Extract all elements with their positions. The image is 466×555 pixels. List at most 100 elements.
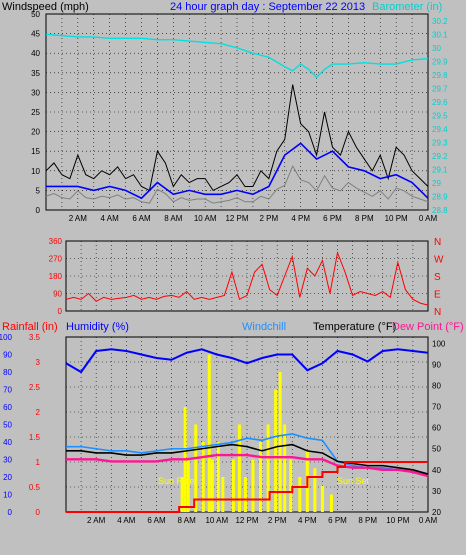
- temperature-y-tick-label: 30: [432, 487, 441, 496]
- temperature-y-tick-label: 70: [432, 403, 441, 412]
- wind-y-tick-label: 20: [31, 128, 40, 137]
- barometer-y-tick-label: 30: [432, 44, 441, 53]
- temperature-y-tick-label: 50: [432, 445, 441, 454]
- temperature-y-tick-label: 20: [432, 508, 441, 517]
- barometer-y-tick-label: 29: [432, 179, 441, 188]
- dewpoint-label: Dew Point (°F): [392, 321, 464, 333]
- solar-bar: [221, 477, 225, 512]
- barometer-y-tick-label: 29.2: [432, 152, 448, 161]
- barometer-y-tick-label: 29.4: [432, 125, 448, 134]
- direction-y-tick-label: 90: [53, 290, 62, 299]
- time-tick-label: 8 PM: [355, 214, 374, 223]
- time-tick-label: 10 AM: [194, 214, 217, 223]
- wind-y-tick-label: 45: [31, 30, 40, 39]
- time-tick-label: 10 AM: [205, 516, 228, 525]
- barometer-y-tick-label: 29.1: [432, 165, 448, 174]
- solar-bar: [194, 424, 198, 512]
- time-tick-label: 4 AM: [117, 516, 136, 525]
- compass-label: N: [434, 237, 441, 248]
- humidity-y-tick-label: 60: [3, 403, 12, 412]
- direction-line: [65, 250, 429, 306]
- barometer-y-axis: 28.8 28.9 29 29.1 29.2 29.3 29.4 29.5 29.6 29.7 29…: [432, 17, 448, 215]
- humidity-y-tick-label: 30: [3, 456, 12, 465]
- solar-bar: [274, 389, 278, 512]
- barometer-y-tick-label: 28.9: [432, 192, 448, 201]
- barometer-y-tick-label: 29.3: [432, 138, 448, 147]
- solar-bar: [216, 442, 220, 512]
- rainfall-y-axis: 0 0.5 1 1.5 2 2.5 3 3.5: [29, 333, 41, 517]
- rainfall-y-tick-label: 3: [36, 358, 41, 367]
- humidity-label: Humidity (%): [66, 321, 129, 333]
- rainfall-y-tick-label: 0.5: [29, 483, 41, 492]
- solar-bar: [237, 424, 241, 512]
- humidity-y-tick-label: 10: [3, 491, 12, 500]
- barometer-y-tick-label: 28.8: [432, 206, 448, 215]
- time-tick-label: 0 AM: [419, 516, 438, 525]
- time-tick-label: 10 PM: [386, 516, 409, 525]
- time-tick-label: 12 PM: [235, 516, 258, 525]
- wind-average-line: [46, 142, 429, 200]
- solar-bar: [180, 477, 184, 512]
- barometer-y-tick-label: 30.1: [432, 30, 448, 39]
- solar-bar: [313, 468, 317, 512]
- time-tick-label: 6 AM: [147, 516, 166, 525]
- wind-y-tick-label: 15: [31, 147, 40, 156]
- compass-label: E: [434, 290, 441, 301]
- windchill-label: Windchill: [242, 321, 286, 333]
- humidity-y-tick-label: 50: [3, 421, 12, 430]
- rainfall-y-tick-label: 1.5: [29, 433, 41, 442]
- climate-panel: [65, 336, 429, 513]
- solar-bar: [298, 477, 302, 512]
- graph-title: 24 hour graph day : September 22 2013: [170, 1, 365, 13]
- solar-bar: [201, 442, 205, 512]
- wind-y-tick-label: 40: [31, 49, 40, 58]
- rainfall-label: Rainfall (in): [2, 321, 58, 333]
- solar-bar: [278, 372, 282, 512]
- humidity-y-tick-label: 20: [3, 473, 12, 482]
- rainfall-y-tick-label: 0: [36, 508, 41, 517]
- sunrise-annotation: Sun Rise: [158, 476, 195, 486]
- time-tick-label: 2 PM: [259, 214, 278, 223]
- rainfall-line: [66, 461, 428, 513]
- wind-y-tick-label: 0: [36, 206, 41, 215]
- temperature-y-tick-label: 100: [432, 339, 446, 348]
- time-tick-label: 6 PM: [328, 516, 347, 525]
- solar-bar: [266, 424, 270, 512]
- wind-low-line: [45, 164, 429, 204]
- wind-y-tick-label: 5: [36, 186, 41, 195]
- direction-y-tick-label: 0: [58, 307, 63, 316]
- time-tick-label: 2 AM: [69, 214, 88, 223]
- barometer-y-tick-label: 29.5: [432, 111, 448, 120]
- temperature-y-tick-label: 90: [432, 360, 441, 369]
- direction-y-axis: 0 90 180 270 360: [49, 237, 63, 316]
- wind-y-axis: 0 5 10 15 20 25 30 35 40 45 50: [31, 10, 40, 215]
- rainfall-y-tick-label: 3.5: [29, 333, 41, 342]
- wind-panel-series: [45, 33, 429, 204]
- direction-y-tick-label: 360: [49, 237, 63, 246]
- direction-panel-series: [65, 250, 429, 306]
- time-tick-label: 8 AM: [164, 214, 183, 223]
- time-tick-label: 2 PM: [268, 516, 287, 525]
- climate-x-axis: 2 AM 4 AM 6 AM 8 AM 10 AM 12 PM 2 PM 4 PM 6 PM 8 …: [87, 516, 437, 525]
- temperature-y-tick-label: 80: [432, 381, 441, 390]
- wind-y-tick-label: 25: [31, 108, 40, 117]
- barometer-y-tick-label: 29.6: [432, 98, 448, 107]
- wind-y-tick-label: 10: [31, 167, 40, 176]
- time-tick-label: 6 AM: [132, 214, 151, 223]
- solar-bar: [231, 459, 235, 512]
- humidity-y-tick-label: 40: [3, 438, 12, 447]
- sunset-annotation: Sun Set: [337, 476, 370, 486]
- direction-y-tick-label: 180: [49, 272, 63, 281]
- solar-bar: [186, 459, 190, 512]
- humidity-line: [65, 348, 429, 374]
- wind-y-tick-label: 35: [31, 69, 40, 78]
- wind-y-tick-label: 30: [31, 88, 40, 97]
- solar-bar: [283, 424, 287, 512]
- solar-bar: [207, 354, 211, 512]
- barometer-line: [45, 33, 429, 79]
- time-tick-label: 10 PM: [385, 214, 408, 223]
- dewpoint-line: [66, 453, 429, 478]
- wind-x-axis: 2 AM 4 AM 6 AM 8 AM 10 AM 12 PM 2 PM 4 PM 6 PM 8 …: [69, 214, 438, 223]
